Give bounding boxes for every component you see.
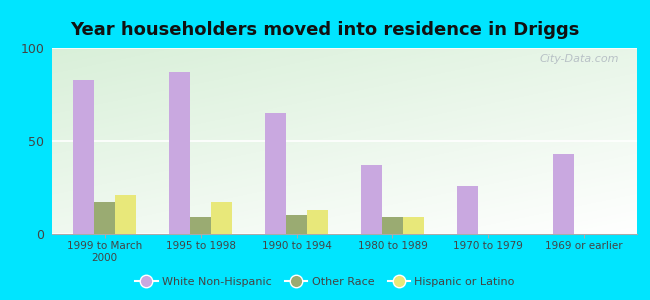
Bar (115, 195, 136, 234)
Bar (382, 217, 403, 234)
Bar (73, 80, 94, 234)
Bar (286, 215, 307, 234)
Legend: White Non-Hispanic, Other Race, Hispanic or Latino: White Non-Hispanic, Other Race, Hispanic… (131, 273, 519, 291)
Bar (190, 217, 211, 234)
Bar (403, 217, 424, 234)
Bar (307, 210, 328, 234)
Bar (211, 202, 232, 234)
Bar (265, 113, 286, 234)
Bar (94, 202, 115, 234)
Bar (552, 154, 574, 234)
Bar (169, 72, 190, 234)
Text: City-Data.com: City-Data.com (540, 54, 619, 64)
Text: Year householders moved into residence in Driggs: Year householders moved into residence i… (70, 21, 580, 39)
Bar (457, 186, 478, 234)
Bar (361, 165, 382, 234)
